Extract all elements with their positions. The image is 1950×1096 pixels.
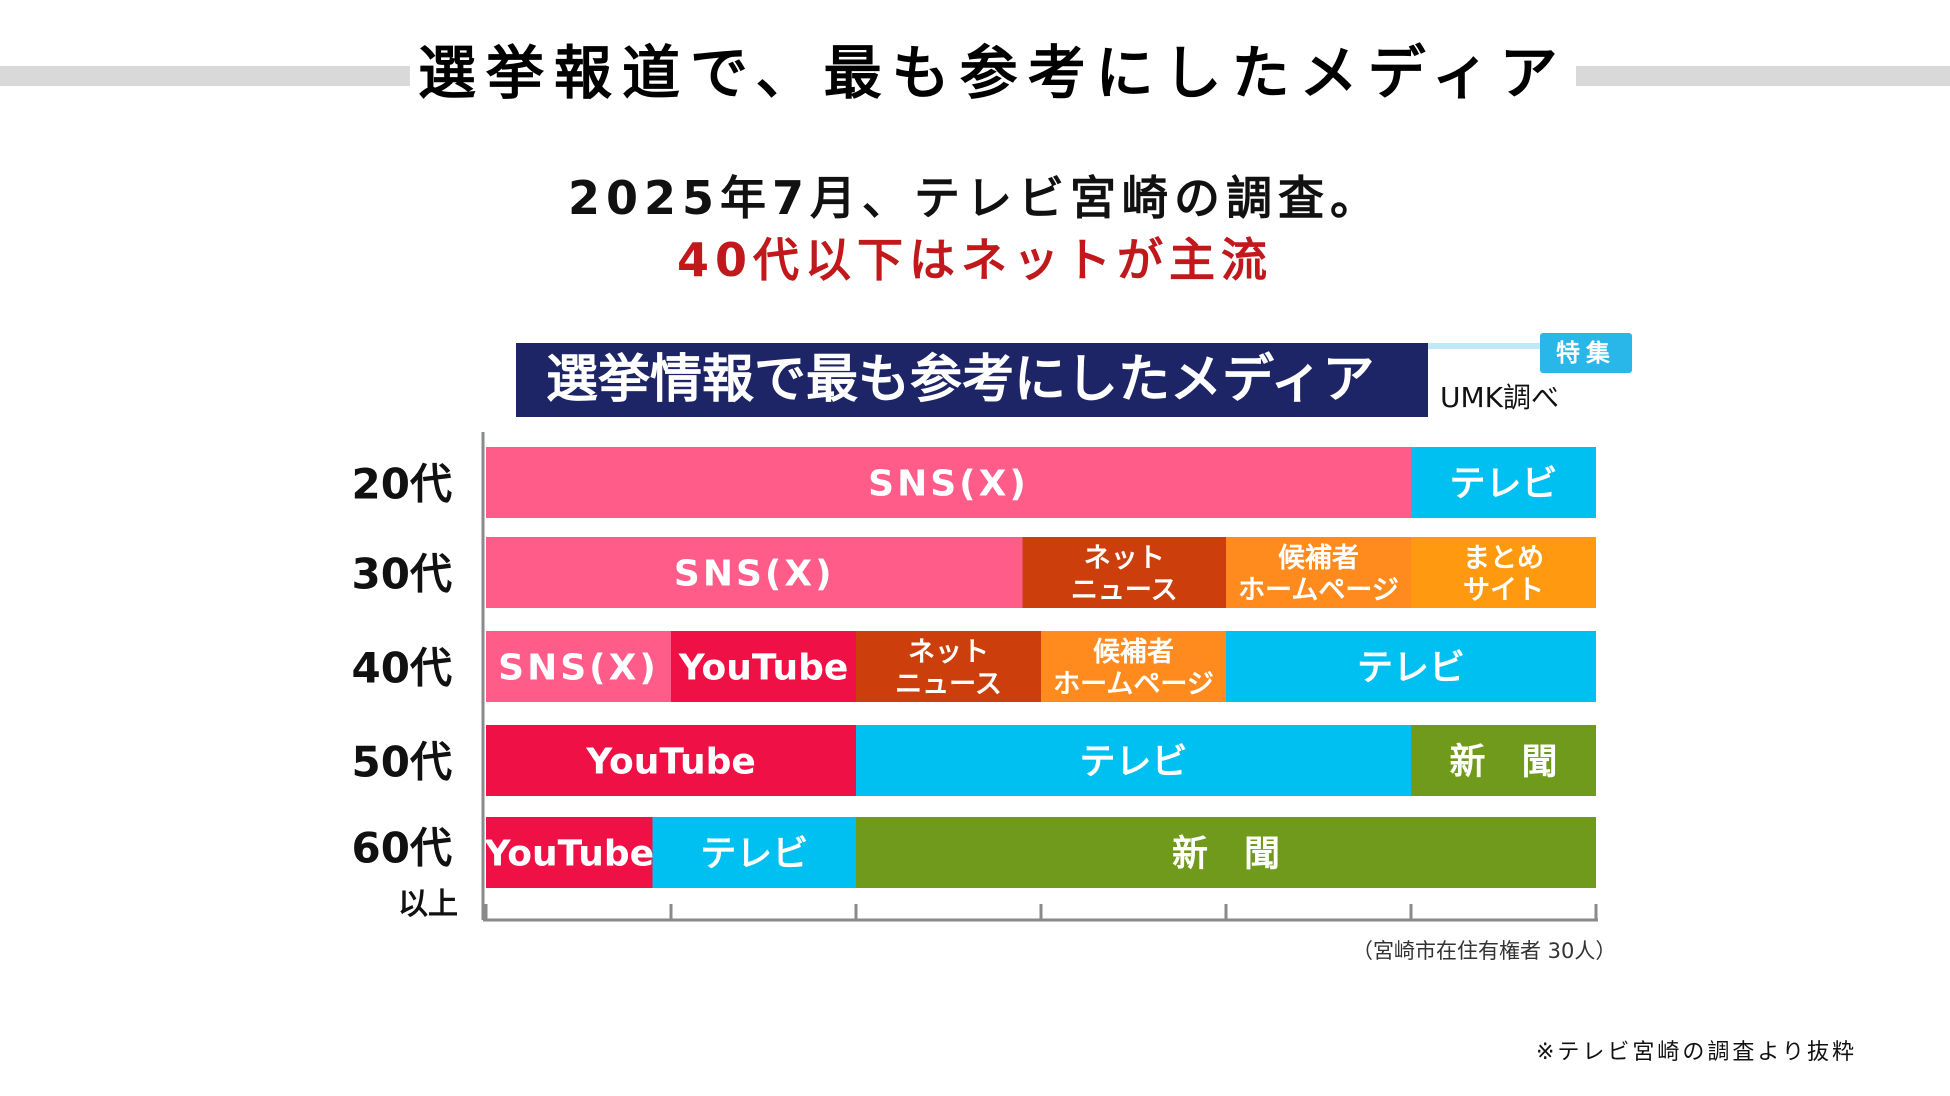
bar-label-2-3-1: ホームページ <box>1053 669 1214 700</box>
bar-segment-4-2 <box>856 817 1596 888</box>
source-label: UMK調べ <box>1440 381 1560 414</box>
bar-label-0-1: テレビ <box>1449 464 1557 505</box>
bar-segment-4-0 <box>486 817 653 888</box>
bar-segment-1-0 <box>486 537 1023 608</box>
category-label-2: 40代 <box>352 644 452 693</box>
bar-segment-0-0 <box>486 447 1411 518</box>
highlight-text: 40代以下はネットが主流 <box>676 233 1273 287</box>
category-label-4: 60代 <box>352 824 452 873</box>
bar-segment-0-1 <box>1411 447 1596 518</box>
bar-label-0-0: SNS(X) <box>868 464 1029 505</box>
sample-note: （宮崎市在住有権者 30人） <box>1352 939 1617 963</box>
bar-segment-3-2 <box>1411 725 1596 796</box>
bar-label-3-0: YouTube <box>585 742 756 783</box>
chart-title: 選挙情報で最も参考にしたメディア <box>516 343 1428 417</box>
bar-label-1-2-1: ホームページ <box>1238 575 1399 606</box>
bar-segment-2-4 <box>1226 631 1596 702</box>
bar-label-4-0: YouTube <box>483 834 654 875</box>
bar-segment-2-1 <box>671 631 856 702</box>
bar-segment-1-3 <box>1411 537 1596 608</box>
category-label-0: 20代 <box>352 460 452 509</box>
category-label-3: 50代 <box>352 738 452 787</box>
bar-label-4-2: 新 聞 <box>1172 834 1280 875</box>
bar-label-2-2-0: ネット <box>908 637 989 668</box>
bar-label-1-0: SNS(X) <box>674 554 835 595</box>
bar-label-2-4: テレビ <box>1357 648 1465 689</box>
bar-label-1-3-1: サイト <box>1463 575 1544 606</box>
bar-label-1-1-0: ネット <box>1084 543 1165 574</box>
bar-segment-2-3 <box>1041 631 1226 702</box>
bar-label-4-1: テレビ <box>700 834 808 875</box>
bar-segment-1-1 <box>1022 537 1226 608</box>
bar-label-1-1-1: ニュース <box>1071 575 1178 606</box>
subtitle: 2025年7月、テレビ宮崎の調査。 <box>567 171 1383 225</box>
bar-segment-3-0 <box>486 725 856 796</box>
bar-label-1-3-0: まとめ <box>1463 543 1544 574</box>
bar-segment-2-2 <box>856 631 1041 702</box>
category-sublabel-4: 以上 <box>398 887 458 922</box>
category-label-1: 30代 <box>352 550 452 599</box>
bar-label-2-0: SNS(X) <box>498 648 659 689</box>
feature-tag: 特集 <box>1540 333 1632 373</box>
footnote-credit: ※テレビ宮崎の調査より抜粋 <box>1536 1040 1857 1065</box>
bar-segment-1-2 <box>1226 537 1411 608</box>
bar-label-2-1: YouTube <box>678 648 849 689</box>
page-title: 選挙報道で、最も参考にしたメディア <box>410 38 1576 108</box>
tag-band <box>1428 343 1632 349</box>
bar-label-1-2-0: 候補者 <box>1278 543 1359 574</box>
bar-segment-2-0 <box>486 631 671 702</box>
bar-label-3-2: 新 聞 <box>1449 742 1557 783</box>
bar-segment-3-1 <box>856 725 1411 796</box>
bar-label-2-3-0: 候補者 <box>1093 637 1174 668</box>
bar-label-3-1: テレビ <box>1079 742 1187 783</box>
bar-label-2-2-1: ニュース <box>895 669 1002 700</box>
bar-segment-4-1 <box>652 817 856 888</box>
